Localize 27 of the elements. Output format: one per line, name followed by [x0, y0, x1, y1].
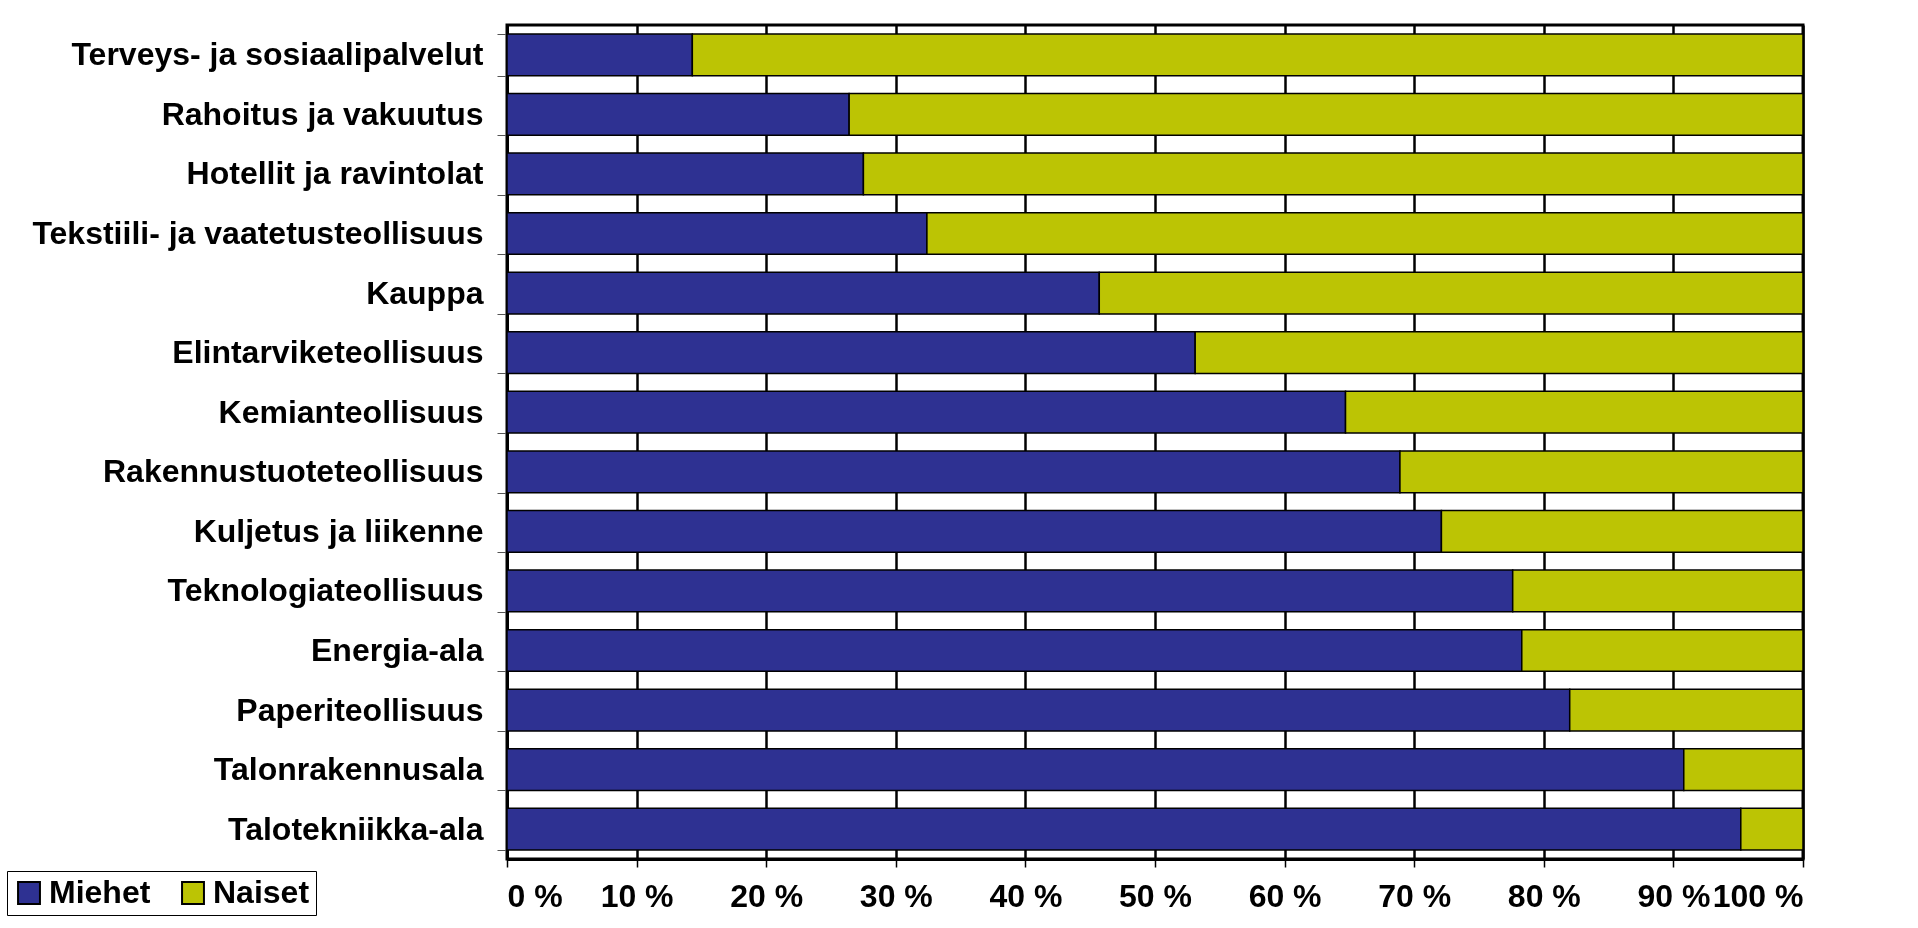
x-tick-label: 70 %: [1378, 877, 1452, 914]
x-tick-label: 80 %: [1507, 877, 1581, 914]
y-tick-label: Terveys- ja sosiaalipalvelut: [71, 36, 484, 73]
y-tick-label: Paperiteollisuus: [236, 691, 484, 728]
x-tick-label: 90 %: [1637, 877, 1711, 914]
x-tick-label: 30 %: [859, 877, 933, 914]
y-tick-label: Rakennustuoteteollisuus: [103, 453, 484, 490]
x-tick-label: 50 %: [1119, 877, 1192, 914]
x-tick-label: 10 %: [600, 877, 674, 914]
y-tick-label: Kuljetus ja liikenne: [193, 512, 484, 549]
x-tick-label: 20 %: [730, 877, 804, 914]
x-tick-label: 100 %: [1712, 877, 1804, 914]
x-tick-label: 40 %: [989, 877, 1063, 914]
x-tick-label: 60 %: [1248, 877, 1322, 914]
legend-label: Miehet: [49, 874, 151, 910]
x-tick-label: 0 %: [507, 877, 563, 914]
y-tick-label: Elintarviketeollisuus: [172, 334, 484, 371]
y-tick-label: Hotellit ja ravintolat: [186, 155, 484, 192]
y-tick-label: Talonrakennusala: [213, 751, 484, 788]
y-tick-label: Teknologiateollisuus: [167, 572, 484, 609]
y-tick-label: Kauppa: [366, 274, 484, 311]
y-tick-label: Energia-ala: [310, 632, 484, 668]
y-tick-label: Kemianteollisuus: [218, 393, 484, 430]
legend-label: Naiset: [213, 874, 310, 910]
y-tick-label: Tekstiili- ja vaatetusteollisuus: [32, 215, 484, 251]
y-tick-label: Rahoitus ja vakuutus: [161, 95, 484, 132]
y-tick-label: Talotekniikka-ala: [227, 810, 484, 847]
